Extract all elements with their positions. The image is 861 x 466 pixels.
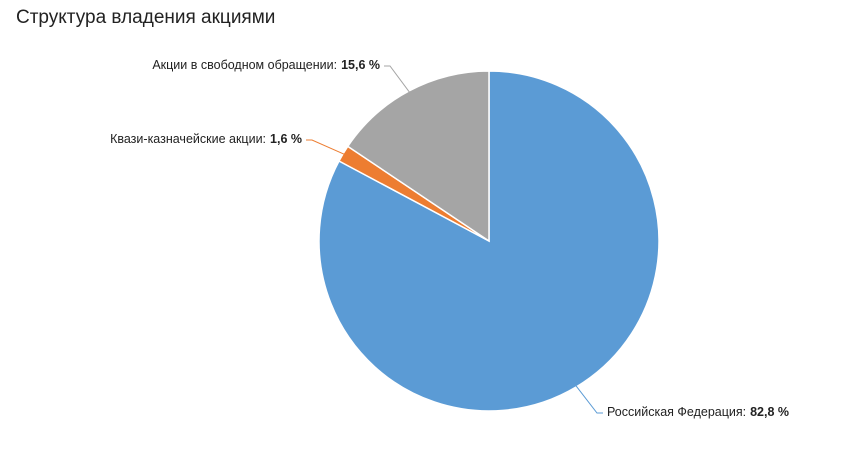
value-label: 1,6 % (270, 132, 302, 146)
chart-title: Структура владения акциями (16, 7, 275, 28)
leader-line (384, 65, 411, 94)
value-label: 82,8 % (750, 405, 789, 419)
leader-line (575, 384, 603, 414)
category-label: Квази-казначейские акции: (110, 132, 266, 146)
value-label: 15,6 % (341, 58, 380, 72)
leader-line (306, 139, 346, 156)
data-label: Российская Федерация: 82,8 % (607, 405, 789, 419)
category-label: Российская Федерация: (607, 405, 746, 419)
data-label: Акции в свободном обращении: 15,6 % (152, 58, 380, 72)
category-label: Акции в свободном обращении: (152, 58, 337, 72)
data-label: Квази-казначейские акции: 1,6 % (110, 132, 302, 146)
